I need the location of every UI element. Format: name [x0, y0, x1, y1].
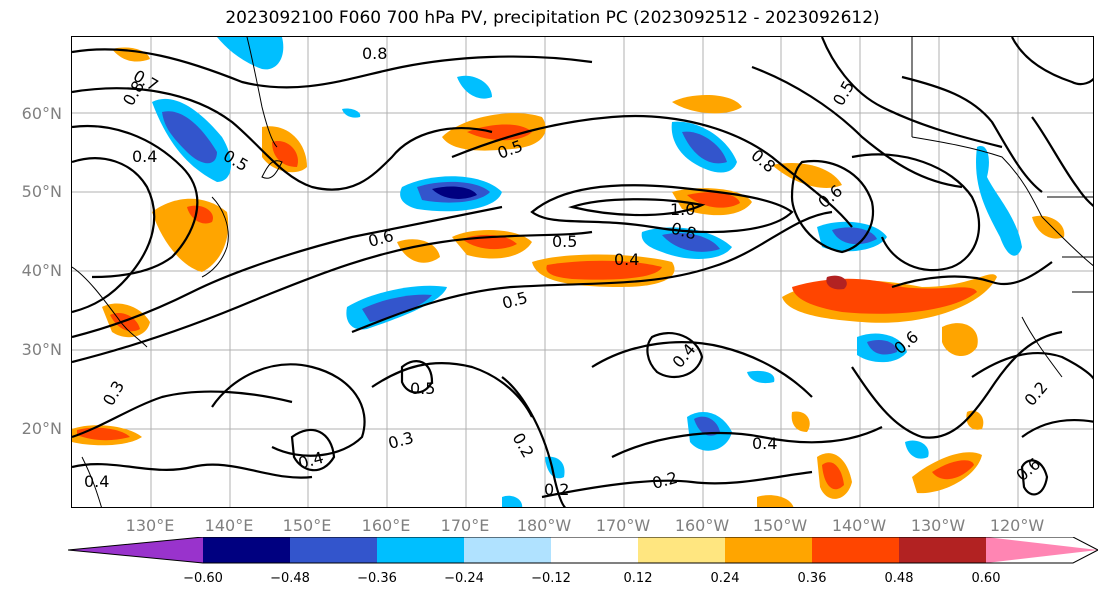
colorbar-tick-label: 0.48	[884, 571, 914, 586]
contour-label: 0.2	[509, 430, 538, 462]
colorbar-segment	[725, 537, 812, 563]
map-canvas: 0.8 0.7 0.8 0.4 0.5 0.5 0.5 0.8 0.6 1.0 …	[72, 37, 1093, 507]
lon-label-150w: 150°W	[752, 516, 808, 535]
colorbar-tick-label: −0.24	[444, 571, 484, 586]
contour-label: 0.5	[552, 232, 577, 251]
colorbar-tick-label: 0.24	[710, 571, 740, 586]
contour-label: 0.4	[614, 250, 639, 269]
contour-label: 0.8	[362, 44, 387, 63]
colorbar-segment	[464, 537, 551, 563]
contour-label: 0.2	[544, 480, 569, 499]
map-panel: 0.8 0.7 0.8 0.4 0.5 0.5 0.5 0.8 0.6 1.0 …	[71, 36, 1094, 508]
contour-label: 0.5	[829, 77, 858, 109]
lat-label-30n: 30°N	[21, 340, 62, 359]
lon-label-140w: 140°W	[831, 516, 887, 535]
colorbar-segment	[551, 537, 638, 563]
coastlines	[72, 37, 1093, 507]
lon-label-170w: 170°W	[595, 516, 651, 535]
precip-negative-shading	[152, 37, 1022, 507]
contour-label: 0.4	[132, 147, 157, 166]
contour-label: 0.5	[410, 379, 435, 398]
colorbar-segment	[203, 537, 290, 563]
contour-label: 0.6	[1012, 454, 1044, 485]
colorbar-segments	[68, 537, 1098, 563]
lon-label-130w: 130°W	[910, 516, 966, 535]
colorbar-segment	[812, 537, 899, 563]
colorbar-tick-label: −0.36	[357, 571, 397, 586]
colorbar	[68, 537, 1098, 564]
lat-label-40n: 40°N	[21, 261, 62, 280]
contour-label: 0.8	[747, 146, 779, 177]
colorbar-segment	[638, 537, 725, 563]
lon-label-160e: 160°E	[361, 516, 411, 535]
contour-label: 0.6	[366, 226, 396, 251]
lat-label-20n: 20°N	[21, 419, 62, 438]
colorbar-segment	[899, 537, 986, 563]
colorbar-tick-label: −0.60	[183, 571, 223, 586]
lon-label-130e: 130°E	[125, 516, 175, 535]
colorbar-tick-label: 0.60	[971, 571, 1001, 586]
colorbar-extend-max	[986, 537, 1098, 563]
colorbar-tick-label: −0.12	[531, 571, 571, 586]
contour-label: 0.3	[99, 377, 128, 409]
map-title: 2023092100 F060 700 hPa PV, precipitatio…	[225, 8, 880, 28]
pv-contours	[72, 37, 1093, 507]
colorbar-extend-min	[68, 537, 203, 563]
colorbar-tick-label: 0.36	[797, 571, 827, 586]
contour-label: 0.5	[500, 288, 530, 313]
colorbar-segment	[377, 537, 464, 563]
contour-label: 0.4	[84, 472, 109, 491]
colorbar-segment	[290, 537, 377, 563]
contour-label: 0.2	[650, 468, 680, 493]
contour-label: 0.4	[752, 434, 777, 453]
lon-label-180w: 180°W	[516, 516, 572, 535]
lat-label-50n: 50°N	[21, 182, 62, 201]
lon-label-120w: 120°W	[989, 516, 1045, 535]
contour-label: 0.2	[1021, 378, 1052, 410]
lon-label-140e: 140°E	[204, 516, 254, 535]
lat-label-60n: 60°N	[21, 104, 62, 123]
colorbar-tick-label: 0.12	[623, 571, 653, 586]
lon-label-170e: 170°E	[440, 516, 490, 535]
contour-label: 0.3	[386, 428, 416, 453]
contour-label: 1.0	[670, 200, 695, 219]
lon-label-150e: 150°E	[282, 516, 332, 535]
colorbar-tick-label: −0.48	[270, 571, 310, 586]
lon-label-160w: 160°W	[674, 516, 730, 535]
